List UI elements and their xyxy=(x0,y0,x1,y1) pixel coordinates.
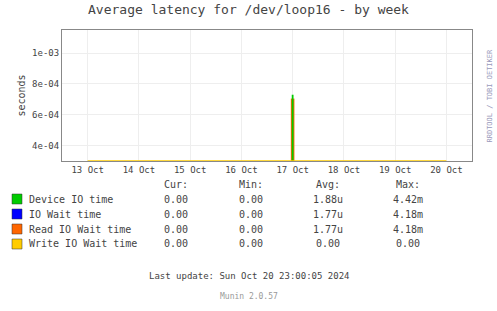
svg-text:0.00: 0.00 xyxy=(396,238,420,249)
svg-text:0.00: 0.00 xyxy=(164,194,188,205)
svg-text:Average latency for /dev/loop1: Average latency for /dev/loop16 - by wee… xyxy=(88,2,409,17)
svg-text:14 Oct: 14 Oct xyxy=(123,165,156,175)
svg-text:6e-04: 6e-04 xyxy=(32,110,59,120)
svg-text:0.00: 0.00 xyxy=(316,238,340,249)
svg-text:Last update: Sun Oct 20 23:00:: Last update: Sun Oct 20 23:00:05 2024 xyxy=(149,271,349,281)
svg-text:0.00: 0.00 xyxy=(239,238,263,249)
svg-text:4.18m: 4.18m xyxy=(393,224,423,235)
svg-text:seconds: seconds xyxy=(16,74,27,116)
svg-text:Max:: Max: xyxy=(396,179,420,190)
svg-text:Avg:: Avg: xyxy=(316,179,340,190)
svg-text:IO Wait time: IO Wait time xyxy=(29,209,101,220)
svg-text:17 Oct: 17 Oct xyxy=(276,165,309,175)
svg-text:4.42m: 4.42m xyxy=(393,194,423,205)
svg-text:Write IO Wait time: Write IO Wait time xyxy=(29,238,137,249)
svg-text:18 Oct: 18 Oct xyxy=(328,165,361,175)
svg-text:0.00: 0.00 xyxy=(164,209,188,220)
svg-text:Cur:: Cur: xyxy=(164,179,188,190)
svg-text:0.00: 0.00 xyxy=(164,238,188,249)
svg-text:4e-04: 4e-04 xyxy=(32,141,59,151)
svg-text:19 Oct: 19 Oct xyxy=(379,165,412,175)
svg-text:0.00: 0.00 xyxy=(164,224,188,235)
svg-text:13 Oct: 13 Oct xyxy=(71,165,104,175)
svg-text:1.77u: 1.77u xyxy=(313,224,343,235)
svg-text:RRDTOOL / TOBI OETIKER: RRDTOOL / TOBI OETIKER xyxy=(486,49,494,143)
svg-text:1.77u: 1.77u xyxy=(313,209,343,220)
svg-text:0.00: 0.00 xyxy=(239,209,263,220)
svg-text:Munin 2.0.57: Munin 2.0.57 xyxy=(220,292,278,301)
svg-text:Read IO Wait time: Read IO Wait time xyxy=(29,224,131,235)
svg-text:16 Oct: 16 Oct xyxy=(225,165,258,175)
svg-text:0.00: 0.00 xyxy=(239,224,263,235)
svg-text:Device IO time: Device IO time xyxy=(29,194,113,205)
svg-text:1.88u: 1.88u xyxy=(313,194,343,205)
svg-text:4.18m: 4.18m xyxy=(393,209,423,220)
svg-text:Min:: Min: xyxy=(239,179,263,190)
svg-text:15 Oct: 15 Oct xyxy=(174,165,207,175)
svg-text:20 Oct: 20 Oct xyxy=(430,165,463,175)
svg-text:1e-03: 1e-03 xyxy=(32,48,59,58)
svg-text:8e-04: 8e-04 xyxy=(32,79,59,89)
svg-text:0.00: 0.00 xyxy=(239,194,263,205)
